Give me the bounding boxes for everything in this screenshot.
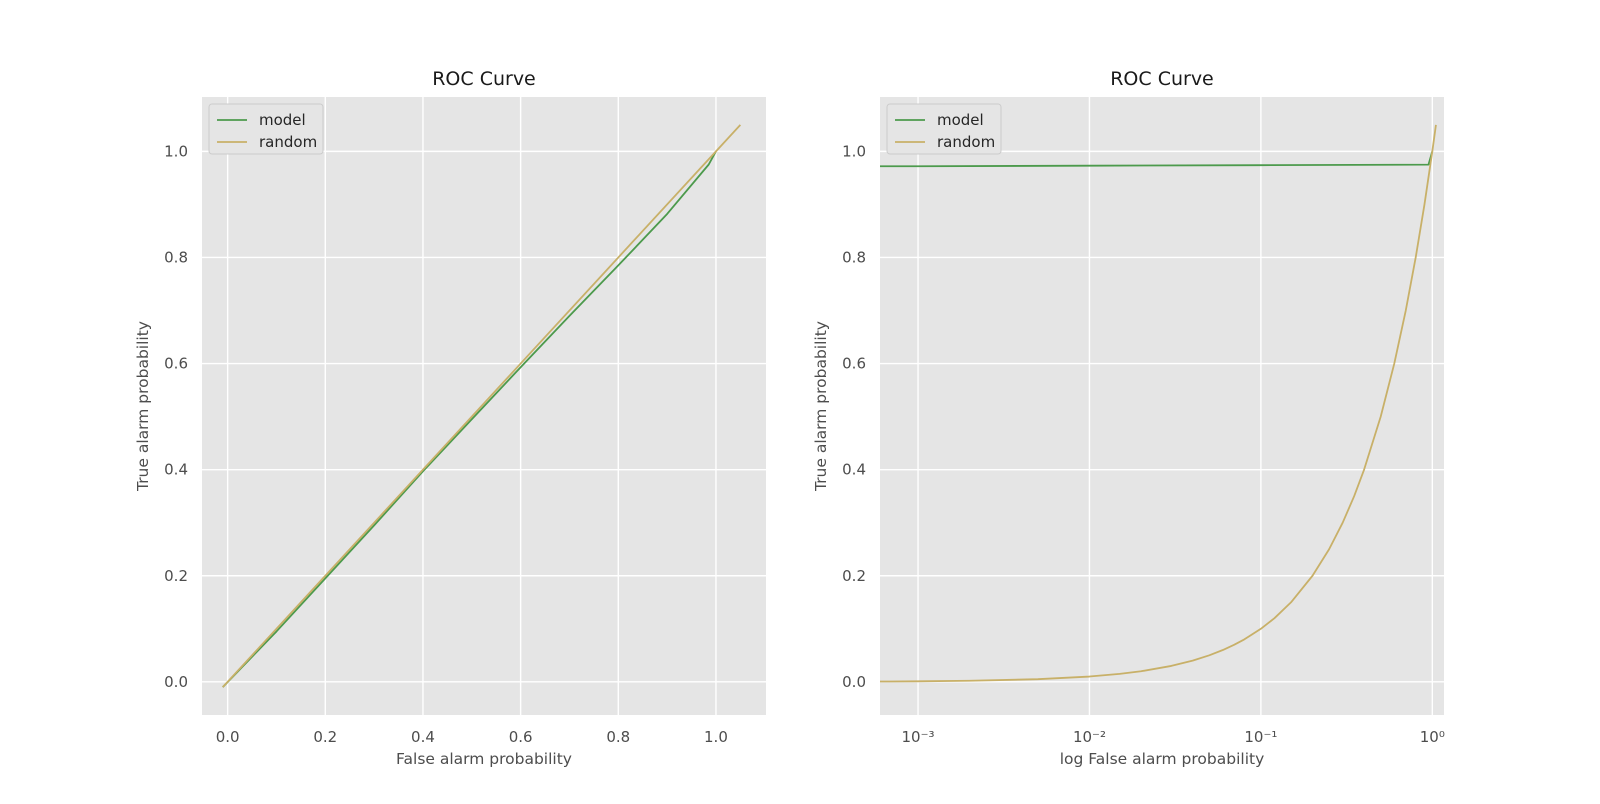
series-line-random	[222, 124, 742, 688]
y-tick-label: 0.8	[842, 248, 866, 266]
y-tick-label: 0.6	[842, 355, 866, 373]
y-tick-label: 0.8	[164, 248, 188, 266]
x-tick-label: 0.2	[313, 728, 337, 746]
legend: model random	[886, 103, 1002, 155]
roc-panel-linear: 0.0 0.2 0.4 0.6 0.8 1.0 0.0 0.2 0.4 0.6 0.8 1.0 ROC …	[134, 68, 766, 768]
legend-label-random: random	[937, 133, 995, 151]
series-line-model	[222, 150, 717, 688]
y-axis-label: True alarm probability	[134, 321, 152, 492]
x-tick-label: 10⁻¹	[1244, 728, 1277, 746]
y-tick-label: 0.0	[842, 673, 866, 691]
y-tick-label: 0.6	[164, 355, 188, 373]
x-tick-label: 1.0	[704, 728, 728, 746]
x-tick-label: 10⁰	[1420, 728, 1445, 746]
plot-area	[880, 97, 1444, 715]
x-tick-label: 10⁻³	[902, 728, 935, 746]
x-axis-label: log False alarm probability	[1060, 750, 1265, 768]
x-tick-label: 0.0	[216, 728, 240, 746]
y-tick-label: 0.4	[842, 461, 866, 479]
y-tick-label: 0.4	[164, 461, 188, 479]
y-tick-label: 0.2	[164, 567, 188, 585]
series-group	[222, 124, 742, 688]
series-line-model	[880, 151, 1434, 168]
y-axis-label: True alarm probability	[812, 321, 830, 492]
x-tick-label: 0.6	[509, 728, 533, 746]
y-tick-label: 0.0	[164, 673, 188, 691]
x-axis-label: False alarm probability	[396, 750, 572, 768]
y-tick-label: 0.2	[842, 567, 866, 585]
roc-panel-log: 10⁻³ 10⁻² 10⁻¹ 10⁰ 0.0 0.2 0.4 0.6 0.8 1.0 ROC Cur…	[812, 68, 1445, 768]
x-tick-label: 10⁻²	[1073, 728, 1106, 746]
y-tick-label: 1.0	[164, 142, 188, 160]
y-tick-label: 1.0	[842, 142, 866, 160]
chart-title: ROC Curve	[1110, 68, 1214, 90]
legend-label-model: model	[259, 111, 306, 129]
chart-title: ROC Curve	[432, 68, 536, 90]
series-line-random	[880, 124, 1437, 683]
series-group	[880, 124, 1437, 683]
x-tick-label: 0.8	[606, 728, 630, 746]
legend-label-random: random	[259, 133, 317, 151]
legend-label-model: model	[937, 111, 984, 129]
x-tick-label: 0.4	[411, 728, 435, 746]
legend: model random	[208, 103, 324, 155]
